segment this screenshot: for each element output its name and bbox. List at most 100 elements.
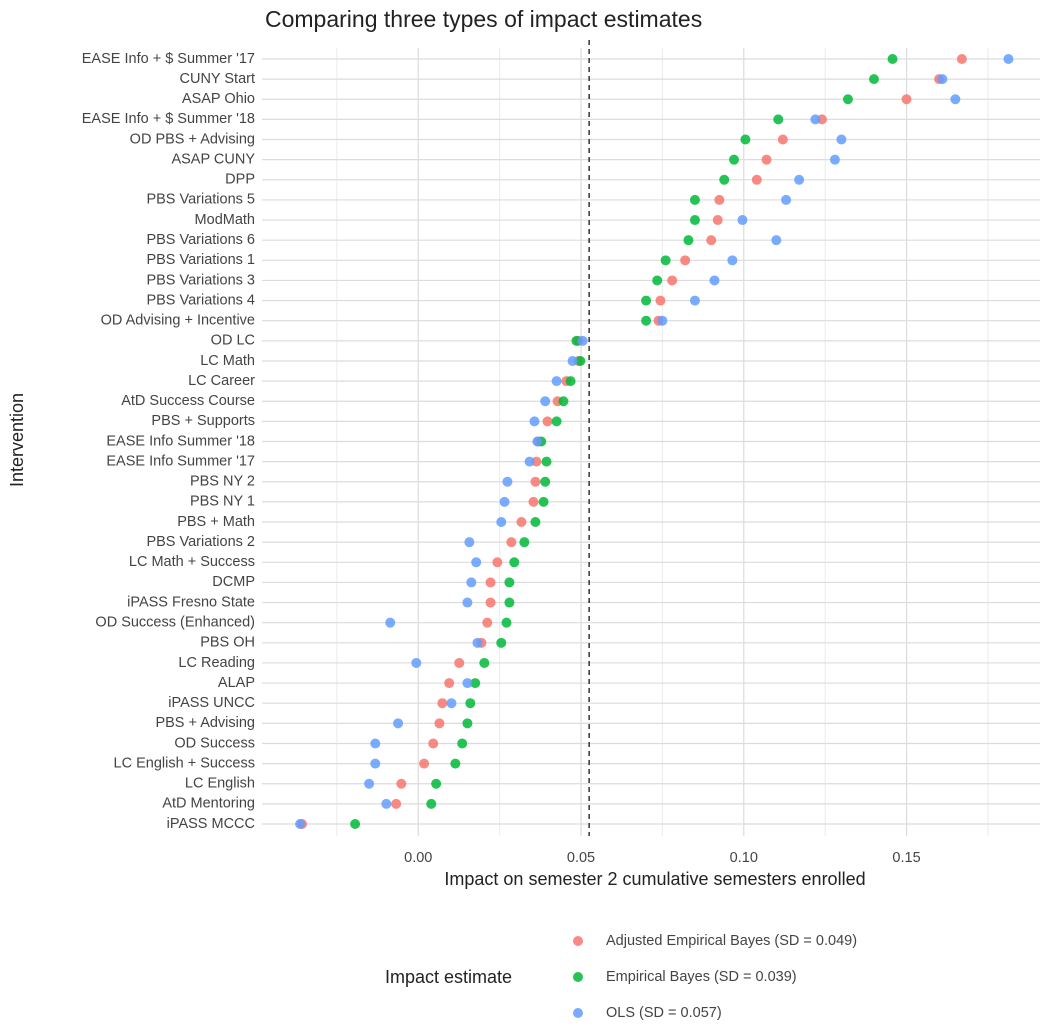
dot	[295, 819, 306, 829]
dot	[411, 657, 422, 668]
dot	[683, 235, 694, 246]
dot	[727, 255, 738, 266]
dot	[836, 134, 847, 145]
dot	[528, 496, 539, 507]
dot	[575, 355, 586, 366]
y-tick-label: EASE Info Summer '17	[106, 453, 255, 469]
y-tick-label: AtD Mentoring	[162, 796, 255, 812]
dot	[541, 456, 552, 467]
dot	[462, 678, 473, 689]
dot	[667, 275, 678, 286]
y-tick-label: AtD Success Course	[121, 393, 255, 409]
y-tick-label: ASAP CUNY	[171, 151, 255, 167]
dot	[471, 557, 482, 568]
dot	[464, 537, 475, 548]
dot	[426, 798, 437, 809]
dot	[350, 819, 361, 829]
dot	[450, 758, 461, 769]
legend-label: Empirical Bayes (SD = 0.039)	[606, 969, 797, 985]
dot	[530, 476, 541, 487]
dot	[551, 416, 562, 427]
dot	[428, 738, 439, 749]
dot	[680, 255, 691, 266]
dot	[509, 557, 520, 568]
dot	[655, 295, 666, 306]
y-tick-label: PBS NY 1	[190, 494, 255, 510]
dot	[506, 537, 517, 548]
dot	[446, 698, 457, 709]
dot	[706, 235, 717, 246]
dot	[485, 577, 496, 588]
y-tick-label: PBS Variations 1	[146, 252, 255, 268]
dot	[689, 295, 700, 306]
dot	[689, 194, 700, 205]
dot	[504, 577, 515, 588]
dot	[714, 194, 725, 205]
y-tick-label: DCMP	[212, 574, 255, 590]
dot	[542, 416, 553, 427]
dot	[396, 778, 407, 789]
dot	[781, 194, 792, 205]
dot	[457, 738, 468, 749]
y-tick-label: PBS Variations 6	[146, 232, 255, 248]
dot	[462, 718, 473, 729]
y-tick-label: ALAP	[218, 675, 255, 691]
y-axis-label: Intervention	[7, 393, 27, 487]
y-tick-label: OD Advising + Incentive	[101, 313, 255, 329]
dot	[419, 758, 430, 769]
y-tick-label: iPASS UNCC	[168, 695, 255, 711]
dot	[437, 698, 448, 709]
y-tick-label: EASE Info + $ Summer '18	[82, 111, 255, 127]
dot	[737, 215, 748, 226]
y-tick-label: OD LC	[211, 333, 255, 349]
y-tick-label: LC Math + Success	[129, 554, 255, 570]
dot	[950, 94, 961, 105]
y-tick-label: LC Reading	[178, 655, 255, 671]
dot	[719, 174, 730, 185]
dot	[567, 355, 578, 366]
dot	[529, 416, 540, 427]
legend-swatch	[573, 1008, 583, 1018]
dot	[868, 74, 879, 85]
dot	[761, 154, 772, 165]
dot	[641, 295, 652, 306]
dot	[551, 376, 562, 387]
x-tick-label: 0.05	[567, 850, 595, 866]
dot	[773, 114, 784, 125]
dot	[1003, 54, 1014, 64]
dot	[385, 617, 396, 628]
x-tick-label: 0.10	[730, 850, 758, 866]
dot	[391, 798, 402, 809]
dot	[516, 517, 527, 528]
dot	[479, 657, 490, 668]
dot	[565, 376, 576, 387]
dot	[652, 275, 663, 286]
dot	[462, 597, 473, 608]
y-tick-label: PBS + Advising	[155, 715, 255, 731]
legend-title: Impact estimate	[385, 967, 512, 987]
dot	[740, 134, 751, 145]
dot	[771, 235, 782, 246]
dot	[901, 94, 912, 105]
dot	[370, 738, 381, 749]
x-axis-label: Impact on semester 2 cumulative semester…	[444, 869, 865, 889]
dot	[499, 496, 510, 507]
y-tick-label: ModMath	[195, 212, 255, 228]
dot	[709, 275, 720, 286]
dot	[492, 557, 503, 568]
dot	[657, 315, 668, 326]
y-tick-label: OD Success	[174, 735, 255, 751]
dot	[829, 154, 840, 165]
chart-title: Comparing three types of impact estimate…	[265, 6, 702, 32]
y-tick-label: LC Math	[200, 353, 255, 369]
dot	[532, 436, 543, 447]
dot	[794, 174, 805, 185]
dot	[482, 617, 493, 628]
dot	[501, 617, 512, 628]
y-tick-label: PBS Variations 5	[146, 192, 255, 208]
y-tick-label: DPP	[225, 172, 255, 188]
dot	[887, 54, 898, 64]
dot	[519, 537, 530, 548]
dot	[466, 577, 477, 588]
dot	[842, 94, 853, 105]
